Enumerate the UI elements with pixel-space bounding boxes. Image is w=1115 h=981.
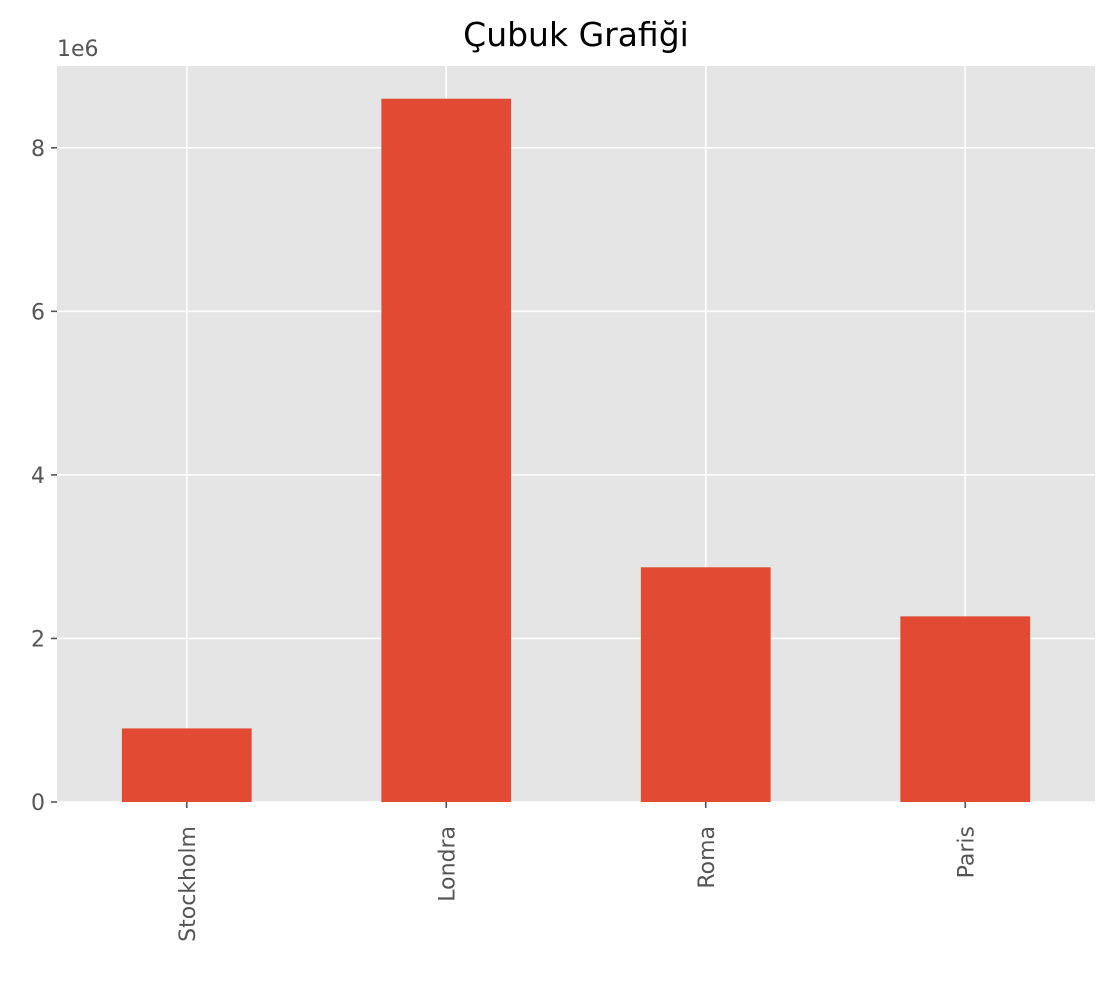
y-tick-label: 6: [31, 300, 45, 325]
y-tick-label: 0: [31, 791, 45, 816]
x-tick-label-stockholm: Stockholm: [176, 826, 201, 942]
x-axis-ticks: Stockholm Londra Roma Paris: [176, 802, 979, 942]
y-axis-offset-label: 1e6: [57, 37, 99, 62]
chart-title: Çubuk Grafiği: [463, 15, 689, 54]
y-tick-label: 2: [31, 627, 45, 652]
bars: [121, 98, 1031, 802]
bar-londra: [381, 98, 512, 802]
bar-stockholm: [121, 728, 252, 802]
bar-roma: [640, 567, 771, 802]
y-tick-label: 8: [31, 137, 45, 162]
x-tick-label-paris: Paris: [954, 826, 979, 878]
x-tick-label-londra: Londra: [435, 826, 460, 902]
x-tick-label-roma: Roma: [695, 826, 720, 889]
y-axis-ticks: 0 2 4 6 8: [31, 137, 57, 816]
y-tick-label: 4: [31, 464, 45, 489]
bar-paris: [900, 616, 1031, 802]
